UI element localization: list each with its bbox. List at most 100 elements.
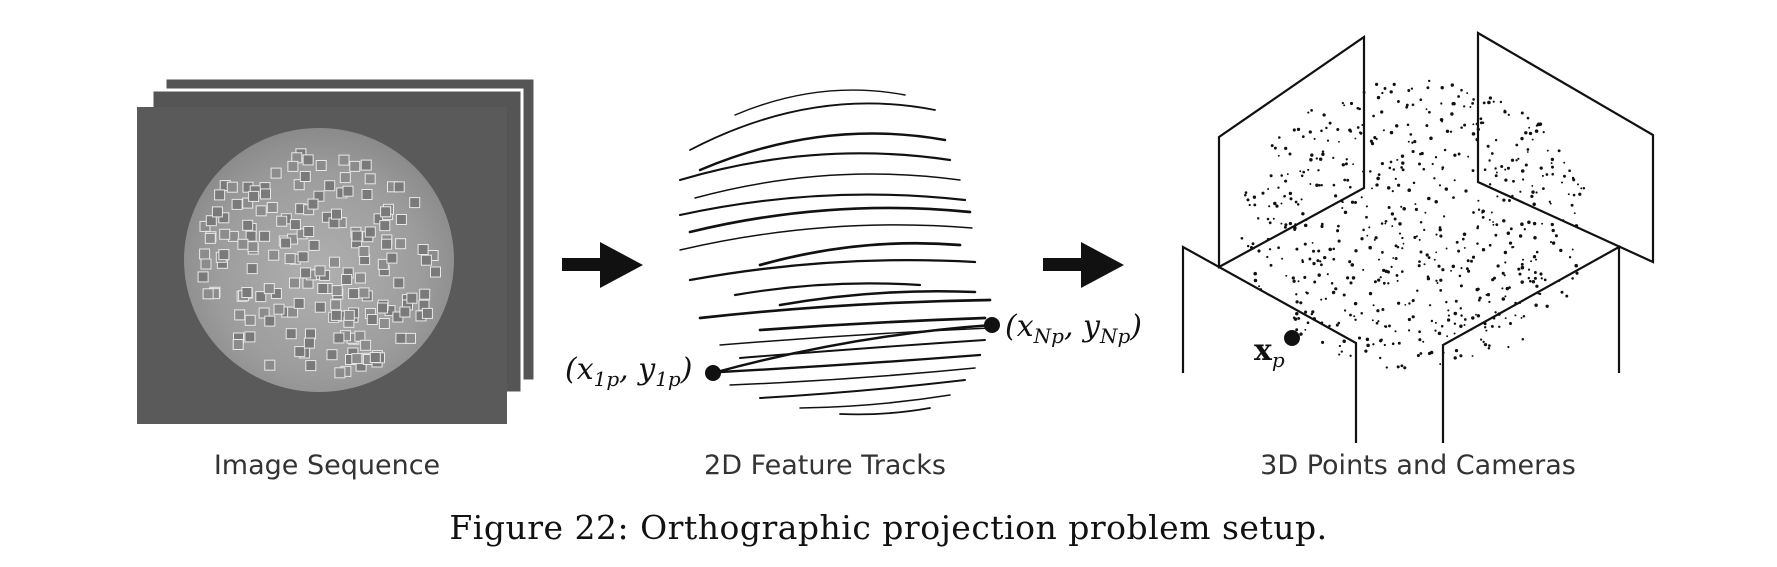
cloud-point xyxy=(1380,110,1384,114)
cloud-point xyxy=(1507,166,1510,170)
feature-marker xyxy=(297,251,309,263)
cloud-point xyxy=(1445,129,1450,133)
cloud-point xyxy=(1476,287,1480,291)
cloud-point xyxy=(1453,179,1456,182)
cloud-point xyxy=(1283,194,1286,198)
feature-marker xyxy=(248,190,260,202)
track-curve xyxy=(839,407,931,416)
cloud-point xyxy=(1377,173,1381,177)
cloud-point xyxy=(1494,138,1498,142)
cloud-point xyxy=(1431,162,1434,166)
cloud-point xyxy=(1507,345,1510,349)
cloud-point xyxy=(1519,190,1522,193)
cloud-point xyxy=(1269,174,1273,178)
feature-marker xyxy=(324,180,336,192)
cloud-point xyxy=(1484,326,1487,329)
cloud-point xyxy=(1410,87,1414,90)
cloud-point xyxy=(1451,264,1456,269)
feature-marker xyxy=(331,208,342,220)
cloud-point xyxy=(1268,205,1271,208)
cloud-point xyxy=(1293,317,1298,321)
cloud-point xyxy=(1341,101,1345,105)
cloud-point xyxy=(1520,169,1525,173)
cloud-point xyxy=(1481,248,1486,252)
cloud-point xyxy=(1401,247,1404,250)
cloud-point xyxy=(1554,234,1558,238)
cloud-point xyxy=(1334,287,1338,291)
cloud-point xyxy=(1568,169,1571,173)
cloud-point xyxy=(1412,181,1416,185)
cloud-point xyxy=(1517,267,1521,271)
cloud-point xyxy=(1286,173,1289,176)
cloud-point xyxy=(1305,218,1308,222)
cloud-point xyxy=(1342,339,1346,344)
cloud-point xyxy=(1337,224,1340,228)
cloud-point xyxy=(1557,149,1561,153)
cloud-point xyxy=(1386,186,1391,190)
cloud-point xyxy=(1376,95,1381,100)
cloud-point xyxy=(1551,241,1556,245)
cloud-point xyxy=(1324,297,1328,300)
cloud-point xyxy=(1560,290,1564,294)
cloud-point xyxy=(1511,246,1514,249)
feature-marker xyxy=(360,339,372,351)
cloud-point xyxy=(1246,198,1250,202)
cloud-point xyxy=(1348,185,1352,189)
cloud-point xyxy=(1387,206,1391,209)
cloud-point xyxy=(1295,247,1299,251)
cloud-point xyxy=(1479,121,1483,125)
feature-marker xyxy=(329,256,340,268)
cloud-point xyxy=(1430,319,1434,323)
cloud-point xyxy=(1528,126,1531,129)
cloud-point xyxy=(1490,324,1494,328)
cloud-point xyxy=(1341,206,1344,210)
cloud-point xyxy=(1582,186,1586,190)
feature-marker xyxy=(351,353,363,365)
cloud-point xyxy=(1294,223,1297,226)
cloud-point xyxy=(1459,307,1463,310)
cloud-point xyxy=(1575,271,1579,275)
feature-marker xyxy=(255,291,267,303)
cloud-point xyxy=(1546,149,1549,152)
feature-marker xyxy=(199,248,211,260)
cloud-point xyxy=(1406,123,1410,127)
cloud-point xyxy=(1450,269,1453,272)
feature-marker xyxy=(393,277,405,289)
cloud-point xyxy=(1312,249,1315,253)
cloud-point xyxy=(1270,144,1274,148)
feature-marker xyxy=(270,167,282,179)
cloud-point xyxy=(1357,336,1362,340)
feature-marker xyxy=(308,239,320,251)
cloud-point xyxy=(1311,241,1314,244)
cloud-point xyxy=(1303,223,1308,228)
cloud-point xyxy=(1470,259,1473,263)
cloud-point xyxy=(1576,183,1580,186)
cloud-point xyxy=(1331,290,1336,295)
feature-marker xyxy=(294,346,306,358)
cloud-point xyxy=(1349,130,1353,133)
cloud-point xyxy=(1299,170,1302,173)
cloud-point xyxy=(1438,226,1442,229)
cloud-point xyxy=(1438,184,1442,187)
cloud-point xyxy=(1407,89,1411,92)
cloud-point xyxy=(1422,340,1425,343)
cloud-point xyxy=(1358,131,1362,134)
cloud-point xyxy=(1284,179,1288,183)
cloud-point xyxy=(1275,204,1279,208)
cloud-point xyxy=(1483,342,1488,347)
cloud-point xyxy=(1389,160,1393,164)
cloud-point xyxy=(1420,151,1424,156)
cloud-point xyxy=(1471,101,1475,105)
cloud-point xyxy=(1384,219,1388,223)
feature-marker xyxy=(264,359,276,371)
feature-marker xyxy=(361,189,373,200)
feature-marker xyxy=(303,226,315,237)
cloud-point xyxy=(1252,247,1255,250)
cloud-point xyxy=(1330,282,1334,285)
cloud-point xyxy=(1323,255,1327,260)
cloud-point xyxy=(1471,255,1476,259)
cloud-point xyxy=(1418,260,1421,263)
cloud-point xyxy=(1280,222,1283,225)
cloud-point xyxy=(1428,110,1431,114)
cloud-point xyxy=(1394,257,1398,260)
